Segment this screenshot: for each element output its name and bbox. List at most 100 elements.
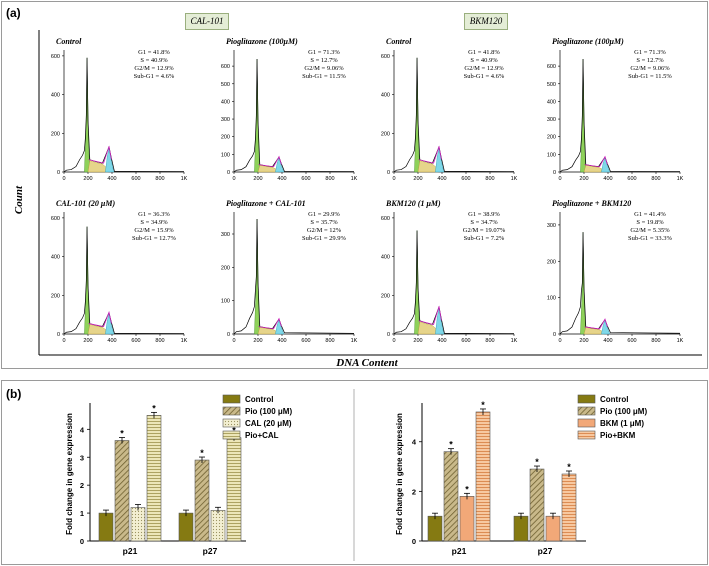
category-label: p21 xyxy=(452,546,467,556)
histogram-plot: Pioglitazone + CAL-101 0 100 200 300 0 200 400 6… xyxy=(221,199,358,344)
y-tick-label: 200 xyxy=(547,135,556,141)
y-tick-label: 100 xyxy=(547,152,556,158)
x-tick-label: 1K xyxy=(677,338,684,344)
y-tick-label: 0 xyxy=(227,332,230,338)
phase-stat-label: S = 34.7% xyxy=(470,219,498,226)
x-tick-label: 600 xyxy=(301,176,310,182)
phase-stat-label: S = 12.7% xyxy=(636,57,664,64)
x-tick-label: 400 xyxy=(277,338,286,344)
y-tick-label: 300 xyxy=(547,117,556,123)
bar xyxy=(545,515,561,542)
x-tick-label: 800 xyxy=(325,338,334,344)
phase-stat-label: Sub-G1 = 29.9% xyxy=(302,235,347,242)
x-tick-label: 200 xyxy=(579,176,588,182)
phase-stat-label: G2/M = 12.9% xyxy=(464,65,504,72)
bar xyxy=(226,437,242,542)
gene-expression-figure: Fold change in gene expression 0 1 2 3 4 * * p21… xyxy=(65,389,647,561)
x-tick-label: 1K xyxy=(181,176,188,182)
histogram-plot: Pioglitazone + BKM120 0 100 200 300 0 200 400 60… xyxy=(547,199,684,344)
legend-label: Control xyxy=(245,395,273,404)
model-fit-line xyxy=(584,318,608,330)
histogram-plot: CAL-101 (20 μM) 0 200 400 600 0 200 400 600 800 1K… xyxy=(51,199,188,344)
significance-marker: * xyxy=(152,403,156,413)
y-tick-label: 200 xyxy=(221,265,230,271)
x-tick-label: 0 xyxy=(62,176,65,182)
y-tick-label: 600 xyxy=(221,64,230,70)
x-tick-label: 1K xyxy=(511,176,518,182)
histogram-title: Pioglitazone (100μM) xyxy=(226,37,298,46)
histogram-title: CAL-101 (20 μM) xyxy=(56,199,115,208)
model-fit-line xyxy=(88,310,112,328)
phase-stat-label: Sub-G1 = 11.5% xyxy=(302,73,346,80)
y-tick-label: 0 xyxy=(553,170,556,176)
y-tick-label: 200 xyxy=(381,293,390,299)
panel-b-label: (b) xyxy=(6,387,22,401)
histogram-plot: Control 0 200 400 600 0 200 400 600 800 1K G1 = 41.… xyxy=(381,37,518,182)
x-tick-label: 400 xyxy=(107,338,116,344)
phase-stat-label: S = 40.9% xyxy=(140,57,168,64)
model-fit-line xyxy=(418,146,442,164)
bar-y-tick-label: 1 xyxy=(80,509,84,518)
x-tick-label: 1K xyxy=(181,338,188,344)
y-tick-label: 600 xyxy=(547,64,556,70)
phase-stat-label: G1 = 36.3% xyxy=(138,211,170,218)
bar xyxy=(178,512,194,542)
x-tick-label: 0 xyxy=(62,338,65,344)
legend-label: Pio+CAL xyxy=(245,431,279,440)
x-tick-label: 0 xyxy=(558,176,561,182)
bar xyxy=(98,512,114,542)
x-tick-label: 1K xyxy=(511,338,518,344)
y-tick-label: 300 xyxy=(221,232,230,238)
phase-stat-label: Sub-G1 = 12.7% xyxy=(132,235,177,242)
y-tick-label: 200 xyxy=(51,131,60,137)
x-tick-label: 0 xyxy=(232,176,235,182)
phase-stat-label: S = 19.8% xyxy=(636,219,664,226)
legend-swatch xyxy=(577,394,596,404)
phase-stat-label: G2/M = 5.35% xyxy=(630,227,670,234)
x-tick-label: 200 xyxy=(253,176,262,182)
y-tick-label: 600 xyxy=(381,216,390,222)
y-tick-label: 400 xyxy=(381,93,390,99)
y-tick-label: 400 xyxy=(547,99,556,105)
x-tick-label: 200 xyxy=(83,176,92,182)
x-tick-label: 600 xyxy=(461,176,470,182)
legend-swatch xyxy=(222,430,241,440)
y-tick-label: 400 xyxy=(51,93,60,99)
y-tick-label: 100 xyxy=(547,296,556,302)
panel-a: (a) CAL-101 BKM120 Count DNA Content Con… xyxy=(1,1,708,369)
histogram-title: Control xyxy=(386,37,412,46)
y-tick-label: 300 xyxy=(547,223,556,229)
histogram-trace xyxy=(63,226,185,335)
x-tick-label: 800 xyxy=(155,338,164,344)
phase-stat-label: S = 12.7% xyxy=(310,57,338,64)
y-tick-label: 0 xyxy=(57,332,60,338)
phase-stat-label: Sub-G1 = 33.3% xyxy=(628,235,673,242)
y-tick-label: 500 xyxy=(547,82,556,88)
phase-stat-label: Sub-G1 = 11.5% xyxy=(628,73,672,80)
x-tick-label: 1K xyxy=(351,176,358,182)
x-tick-label: 400 xyxy=(107,176,116,182)
bar xyxy=(194,459,210,542)
legend-label: Pio+BKM xyxy=(600,431,636,440)
significance-marker: * xyxy=(535,457,539,467)
bar-y-tick-label: 4 xyxy=(80,425,85,434)
x-tick-label: 0 xyxy=(392,176,395,182)
group-tag-cal101: CAL-101 xyxy=(185,13,229,30)
y-tick-label: 100 xyxy=(221,299,230,305)
category-label: p21 xyxy=(123,546,138,556)
bar xyxy=(130,507,146,542)
y-tick-label: 600 xyxy=(51,54,60,60)
histogram-title: Pioglitazone (100μM) xyxy=(552,37,624,46)
x-tick-label: 600 xyxy=(627,338,636,344)
y-tick-label: 200 xyxy=(381,131,390,137)
histogram-plot: Pioglitazone (100μM) 0 100 200 300 400 500 600 0… xyxy=(547,37,684,182)
x-tick-label: 0 xyxy=(558,338,561,344)
significance-marker: * xyxy=(465,484,469,494)
legend-swatch xyxy=(577,406,596,416)
phase-stat-label: G1 = 41.4% xyxy=(634,211,666,218)
panel-a-label: (a) xyxy=(6,6,21,20)
bar xyxy=(427,515,443,542)
significance-marker: * xyxy=(120,429,124,439)
phase-stat-label: G2/M = 19.07% xyxy=(463,227,506,234)
y-tick-label: 400 xyxy=(51,255,60,261)
